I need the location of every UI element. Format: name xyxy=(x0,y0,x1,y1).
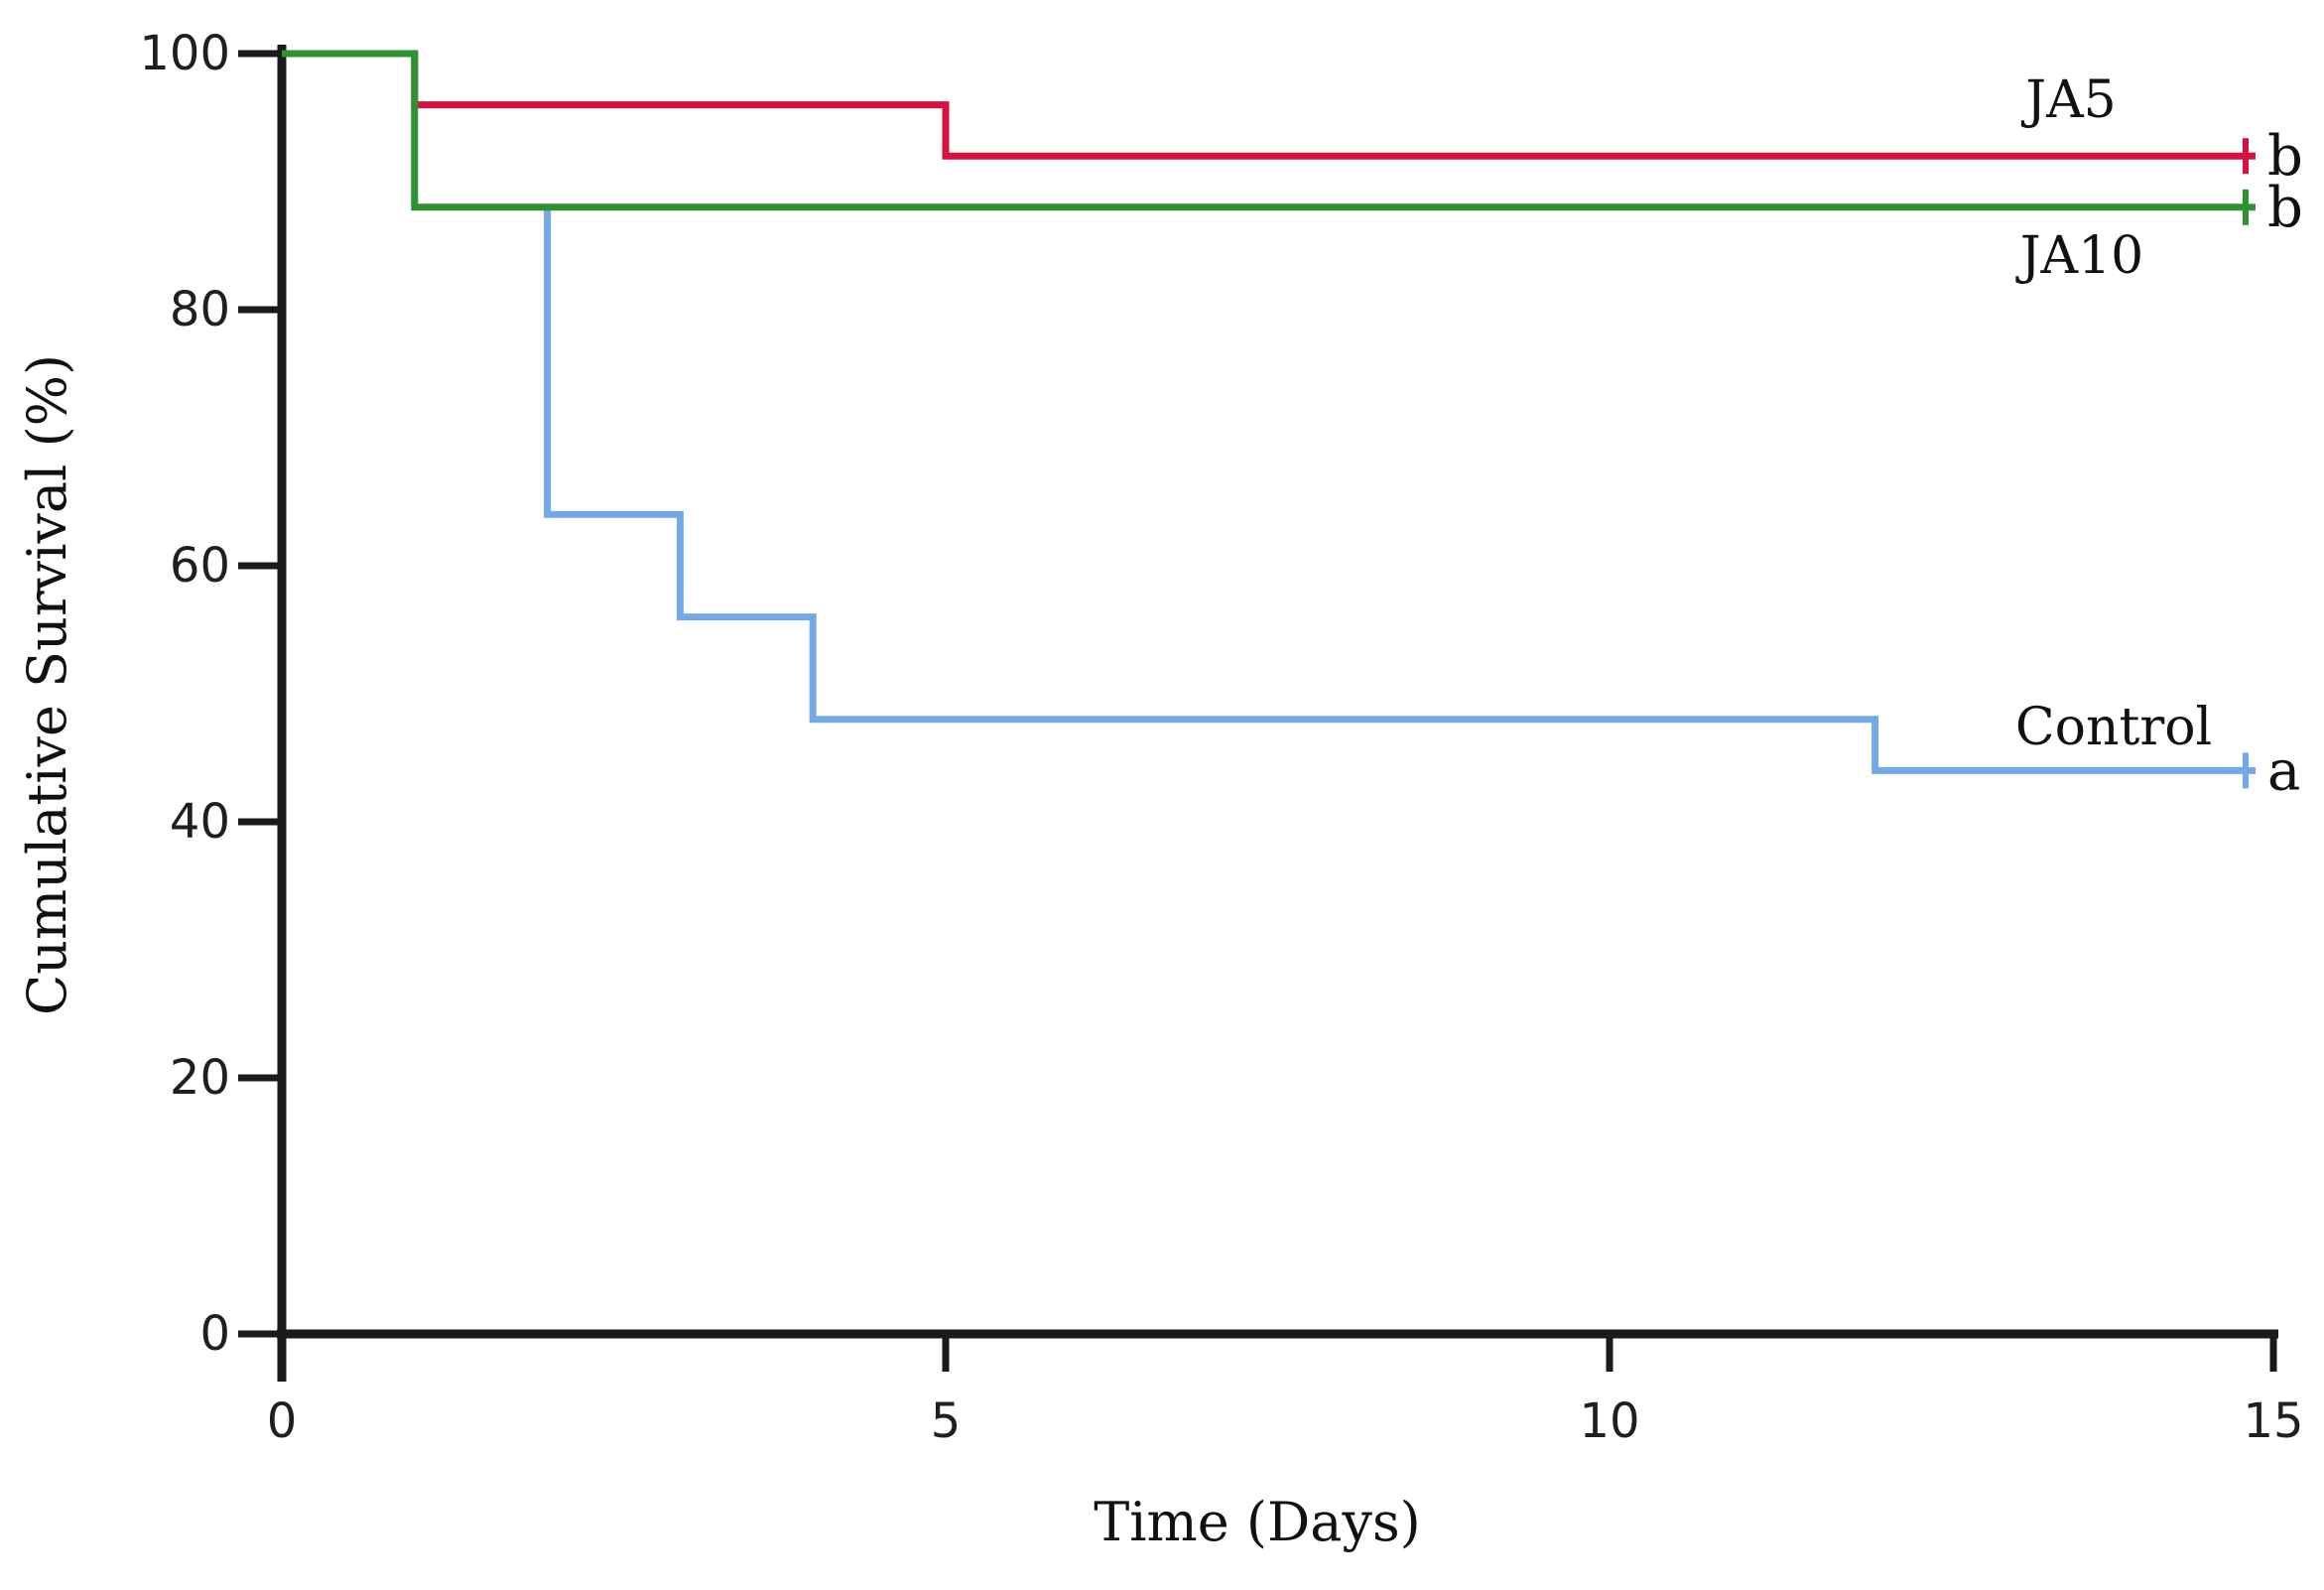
series-label-control: Control xyxy=(2015,698,2212,757)
annotations-layer: Control a JA5 b JA10 b xyxy=(2015,70,2303,803)
y-tick-label: 0 xyxy=(199,1306,230,1362)
y-tick-label: 60 xyxy=(170,538,230,594)
series-line-ja5 xyxy=(282,50,2246,160)
sig-letter-ja5: b xyxy=(2267,124,2303,189)
series-line-control xyxy=(544,206,2246,774)
y-axis-title: Cumulative Survival (%) xyxy=(16,354,78,1015)
series-label-ja10: JA10 xyxy=(2015,226,2144,286)
sig-letter-ja10: b xyxy=(2267,176,2303,240)
x-tick-label: 10 xyxy=(1579,1393,1639,1449)
x-axis-title: Time (Days) xyxy=(1094,1491,1420,1553)
y-tick-label: 40 xyxy=(170,794,230,850)
series-layer xyxy=(282,50,2256,789)
x-tick-label: 0 xyxy=(267,1393,298,1449)
y-tick-label: 80 xyxy=(170,282,230,337)
series-line-ja10 xyxy=(282,50,2246,211)
y-tick-label: 20 xyxy=(170,1050,230,1106)
x-tick-label: 5 xyxy=(931,1393,962,1449)
sig-letter-control: a xyxy=(2267,738,2300,803)
x-tick-label: 15 xyxy=(2243,1393,2303,1449)
y-tick-label: 100 xyxy=(139,26,230,81)
axes-layer: 0 20 40 60 80 100 0 5 10 15 xyxy=(139,26,2303,1449)
series-label-ja5: JA5 xyxy=(2020,70,2116,130)
